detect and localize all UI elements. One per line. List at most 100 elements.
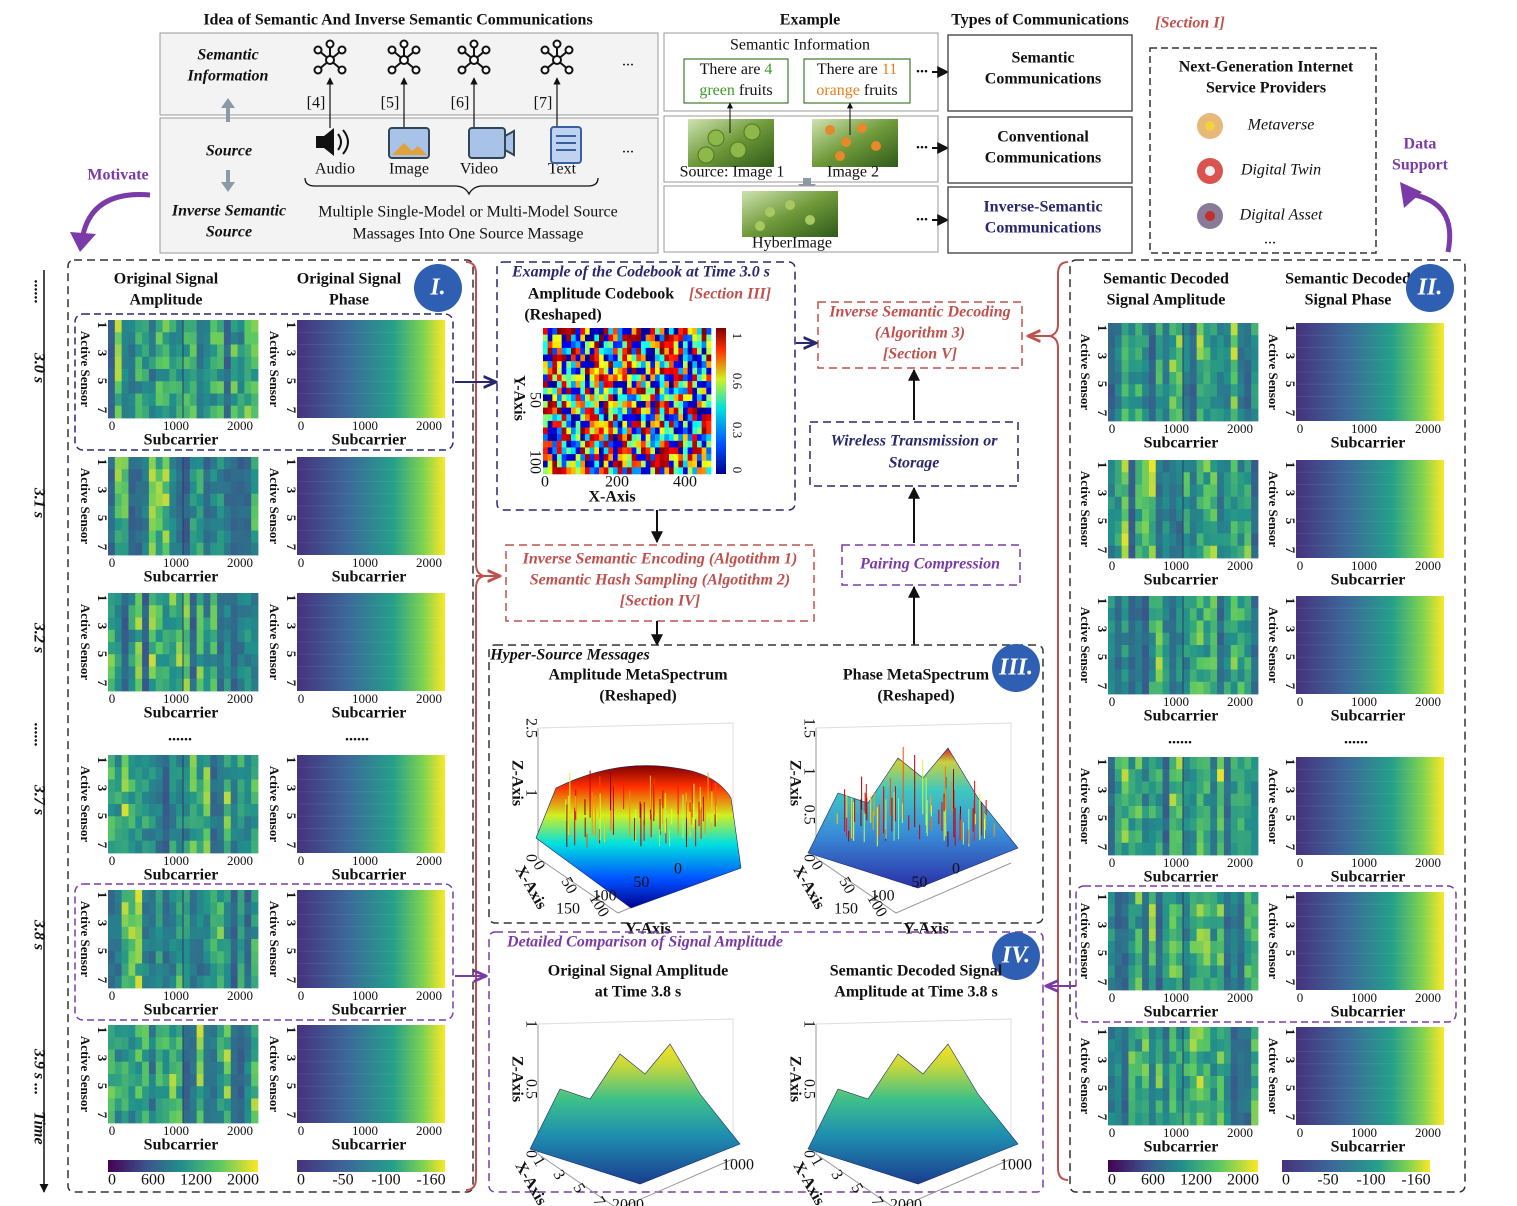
codebook-cell [631,347,637,355]
codebook-cell [561,467,567,475]
heatmap-cell [135,481,143,495]
heatmap-cell [183,506,191,519]
heatmap-cell [108,791,116,805]
heatmap-cell [251,963,259,977]
heatmap-cell [1223,977,1232,991]
heatmap-cell [1162,620,1170,634]
codebook-cell [673,334,679,342]
codebook-cell [697,440,702,448]
codebook-cell [552,467,558,475]
tick-label: 50 [911,874,927,891]
phase-heatmap [297,755,445,853]
heatmap-cell [189,804,198,817]
codebook-cell [547,401,553,408]
heatmap-cell [251,914,259,928]
heatmap-cell [1108,620,1116,634]
heatmap-cell [203,654,211,667]
heatmap-cell [1217,1076,1225,1089]
heatmap-cell [1162,509,1170,522]
heatmap-cell [1196,892,1204,905]
heatmap-cell [1148,681,1157,695]
codebook-cell [687,367,693,375]
heatmap-cell [1223,596,1232,609]
codebook-cell [594,414,600,422]
heatmap-cell [148,840,157,854]
heatmap-cell [176,926,184,940]
codebook-cell [543,454,548,462]
codebook-cell [697,460,702,468]
heatmap-cell [148,506,157,519]
heatmap-cell [169,518,177,531]
heatmap-cell [1148,496,1157,510]
heatmap-cell [223,666,232,680]
codebook-cell [547,381,553,389]
heatmap-cell [1148,965,1157,979]
heatmap-cell [1196,396,1204,410]
codebook-cell [641,440,646,448]
heatmap-cell [237,1025,245,1038]
heatmap-cell [1128,460,1136,473]
heatmap-cell [1155,460,1163,473]
heatmap-cell [1237,384,1245,397]
heatmap-cell [203,1074,211,1087]
codebook-cell [543,387,548,395]
heatmap-cell [1135,953,1143,966]
heatmap-cell [1128,842,1136,856]
heatmap-cell [210,405,218,419]
heatmap-cell [1237,608,1245,621]
axis-label: Subcarrier [332,705,407,722]
heatmap-cell [1114,830,1123,844]
fruit [857,123,867,133]
codebook-cell [608,401,614,408]
heatmap-cell [1169,669,1177,683]
heatmap-cell [1114,769,1123,782]
heatmap-cell [237,469,245,482]
codebook-cell [613,447,618,455]
tick-label: 0 [298,988,305,1003]
heatmap-cell [1108,347,1116,361]
heatmap-cell [251,1110,259,1124]
tick-label: 5 [1095,950,1110,957]
heatmap-cell [148,542,157,556]
process-step: Inverse Semantic Encoding (Algotithm 1) [522,551,798,568]
amplitude-heatmap [1108,757,1259,856]
heatmap-cell [1108,1088,1116,1101]
codebook-cell [617,361,623,369]
heatmap-cell [1169,953,1177,966]
heatmap-cell [1217,545,1225,559]
heatmap-cell [1183,1039,1191,1052]
heatmap-cell [162,344,170,358]
heatmap-cell [1108,596,1116,609]
heatmap-cell [1183,793,1191,807]
codebook-cell [697,394,702,402]
heatmap-cell [162,1049,170,1063]
tick-label: 7 [95,977,110,984]
codebook-cell [659,454,665,462]
heatmap-cell [183,939,191,952]
heatmap-cell [183,518,191,531]
heatmap-cell [1155,323,1163,336]
heatmap-cell [1128,608,1136,621]
heatmap-cell [1155,657,1163,670]
codebook-cell [561,401,567,408]
heatmap-cell [217,678,225,692]
heatmap-cell [230,457,238,470]
heatmap-cell [237,840,245,854]
colorbar-label: 600 [1141,1172,1165,1189]
codebook-cell [575,454,581,462]
heatmap-cell [1203,359,1211,373]
heatmap-cell [162,469,170,482]
communication-type: Semantic [1011,50,1074,67]
codebook-cell [669,407,674,415]
codebook-cell [692,420,698,428]
codebook-cell [636,407,642,415]
heatmap-cell [1244,1051,1252,1065]
codebook-cell [589,341,595,349]
codebook-cell [608,420,614,428]
codebook-cell [566,407,572,415]
icon-node [325,55,335,65]
heatmap-cell [244,457,252,470]
heatmap-cell [1237,892,1245,905]
heatmap-cell [244,481,252,495]
heatmap-cell [1203,347,1211,361]
